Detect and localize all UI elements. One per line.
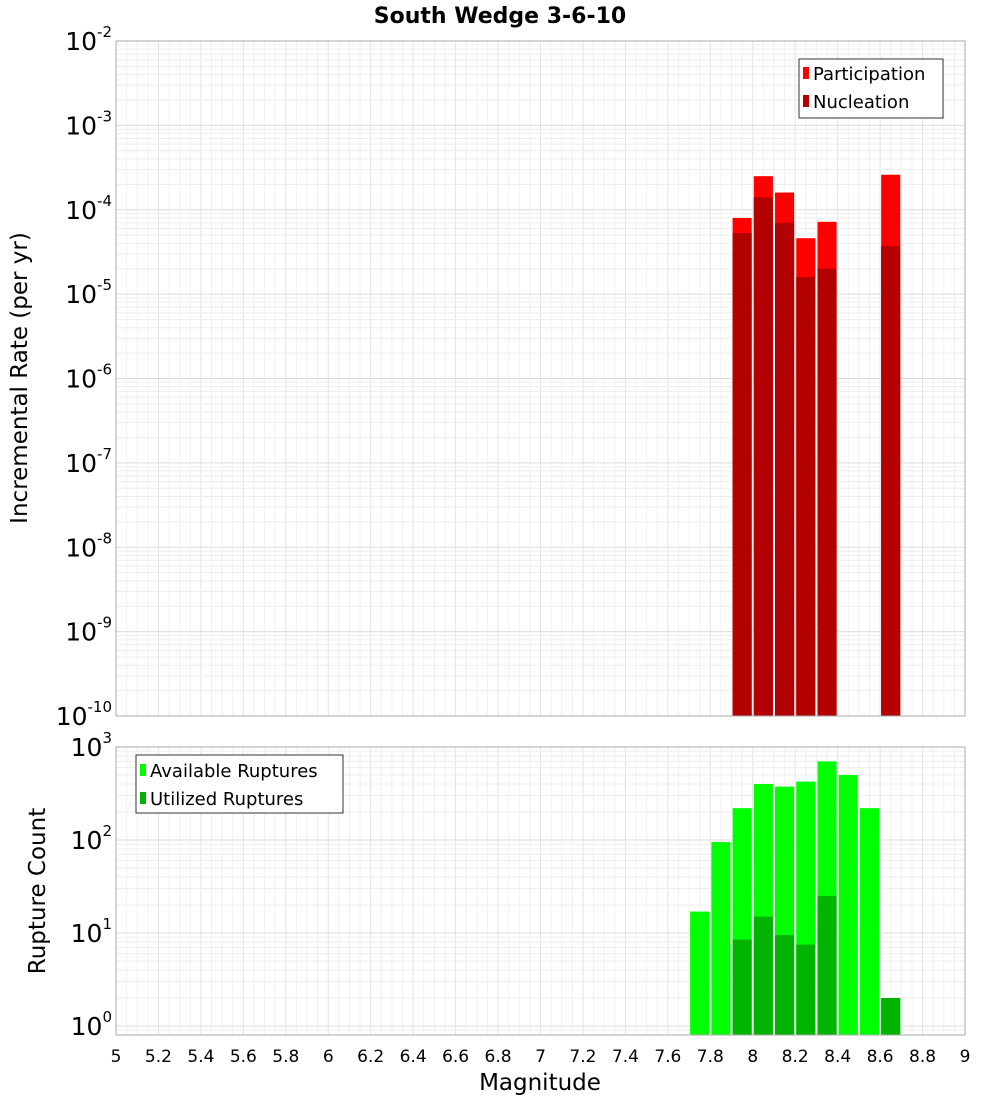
x-tick-label: 8: [747, 1047, 758, 1067]
x-tick-label: 6.6: [442, 1047, 469, 1067]
top-legend: Participation Nucleation: [798, 58, 944, 119]
bottom-y-tick-label: 100: [71, 1008, 112, 1041]
x-tick-label: 8.2: [782, 1047, 809, 1067]
top-y-tick-label: 10-10: [56, 698, 112, 731]
x-tick-label: 8.6: [867, 1047, 894, 1067]
bar-nucleation: [753, 197, 773, 717]
x-tick-label: 5.2: [145, 1047, 172, 1067]
x-tick-label: 6.8: [485, 1047, 512, 1067]
bottom-plot-border: [115, 746, 966, 1036]
x-tick-label: 5.4: [187, 1047, 214, 1067]
legend-label-nucleation: Nucleation: [813, 92, 909, 113]
x-axis-label: Magnitude: [479, 1070, 601, 1096]
bottom-y-tick-labels: 100 101 102 103: [71, 729, 112, 1041]
bottom-y-tick-label: 103: [71, 729, 112, 762]
x-tick-label: 5: [111, 1047, 122, 1067]
x-tick-label: 6.2: [357, 1047, 384, 1067]
bar-available-ruptures: [838, 774, 858, 1035]
legend-label-participation: Participation: [813, 64, 925, 85]
bottom-legend-box: [135, 754, 344, 814]
legend-label-available-ruptures: Available Ruptures: [150, 761, 318, 782]
bar-nucleation: [732, 233, 752, 716]
top-legend-box: [798, 58, 944, 119]
x-tick-label: 6.4: [400, 1047, 427, 1067]
top-y-tick-label: 10-6: [65, 361, 112, 394]
x-tick-label: 6: [323, 1047, 334, 1067]
top-y-tick-label: 10-4: [65, 192, 112, 225]
x-tick-label: 7.6: [654, 1047, 681, 1067]
top-bars: [732, 174, 901, 717]
top-gridlines: [115, 40, 966, 717]
chart-title: South Wedge 3-6-10: [374, 4, 626, 29]
legend-label-utilized-ruptures: Utilized Ruptures: [150, 789, 303, 810]
bar-utilized-ruptures: [732, 939, 752, 1035]
top-y-tick-label: 10-3: [65, 107, 112, 140]
bottom-bars: [690, 761, 901, 1035]
top-plot-panel: 10-10 10-9 10-8 10-7 10-6 10-5 10-4 10-3 10-2 In…: [7, 23, 966, 731]
top-y-tick-label: 10-8: [65, 529, 112, 562]
bottom-y-axis-label: Rupture Count: [25, 808, 51, 974]
x-tick-label: 9: [960, 1047, 971, 1067]
bar-utilized-ruptures: [753, 916, 773, 1035]
bar-utilized-ruptures: [775, 935, 795, 1035]
x-tick-label: 7: [535, 1047, 546, 1067]
x-tick-label: 8.4: [824, 1047, 851, 1067]
bar-nucleation: [796, 276, 816, 716]
bar-available-ruptures: [859, 808, 880, 1035]
x-tick-label: 8.8: [909, 1047, 936, 1067]
bar-utilized-ruptures: [881, 997, 901, 1035]
top-y-tick-label: 10-2: [65, 23, 112, 56]
x-tick-labels: 5 5.2 5.4 5.6 5.8 6 6.2 6.4 6.6 6.8 7 7.2 7.4 7.6 7.8 8…: [111, 1047, 971, 1067]
bottom-legend: Available Ruptures Utilized Ruptures: [135, 754, 344, 814]
bottom-y-tick-label: 101: [71, 915, 112, 948]
legend-swatch-participation: [803, 67, 809, 79]
bar-available-ruptures: [711, 842, 731, 1035]
legend-swatch-nucleation: [803, 95, 809, 107]
bar-utilized-ruptures: [817, 895, 837, 1035]
x-tick-label: 7.8: [697, 1047, 724, 1067]
bar-nucleation: [817, 268, 837, 716]
bar-nucleation: [775, 222, 795, 716]
x-tick-label: 5.8: [272, 1047, 299, 1067]
top-y-tick-label: 10-9: [65, 614, 112, 647]
top-y-tick-labels: 10-10 10-9 10-8 10-7 10-6 10-5 10-4 10-3 10-2: [56, 23, 112, 731]
top-y-tick-label: 10-7: [65, 445, 112, 478]
bar-nucleation: [881, 246, 901, 716]
legend-swatch-available-ruptures: [140, 764, 146, 776]
top-y-tick-label: 10-5: [65, 276, 112, 309]
legend-swatch-utilized-ruptures: [140, 792, 146, 804]
x-tick-label: 7.2: [569, 1047, 596, 1067]
bottom-plot-panel: 100 101 102 103 5 5.2 5.4 5.6 5.8 6 6.2 6.4 6.6 6.8 7…: [25, 729, 970, 1096]
bar-available-ruptures: [690, 911, 710, 1035]
x-tick-label: 7.4: [612, 1047, 639, 1067]
top-plot-border: [115, 40, 966, 717]
bottom-y-tick-label: 102: [71, 822, 112, 855]
bar-utilized-ruptures: [796, 944, 816, 1035]
top-y-axis-label: Incremental Rate (per yr): [7, 232, 33, 524]
x-tick-label: 5.6: [230, 1047, 257, 1067]
